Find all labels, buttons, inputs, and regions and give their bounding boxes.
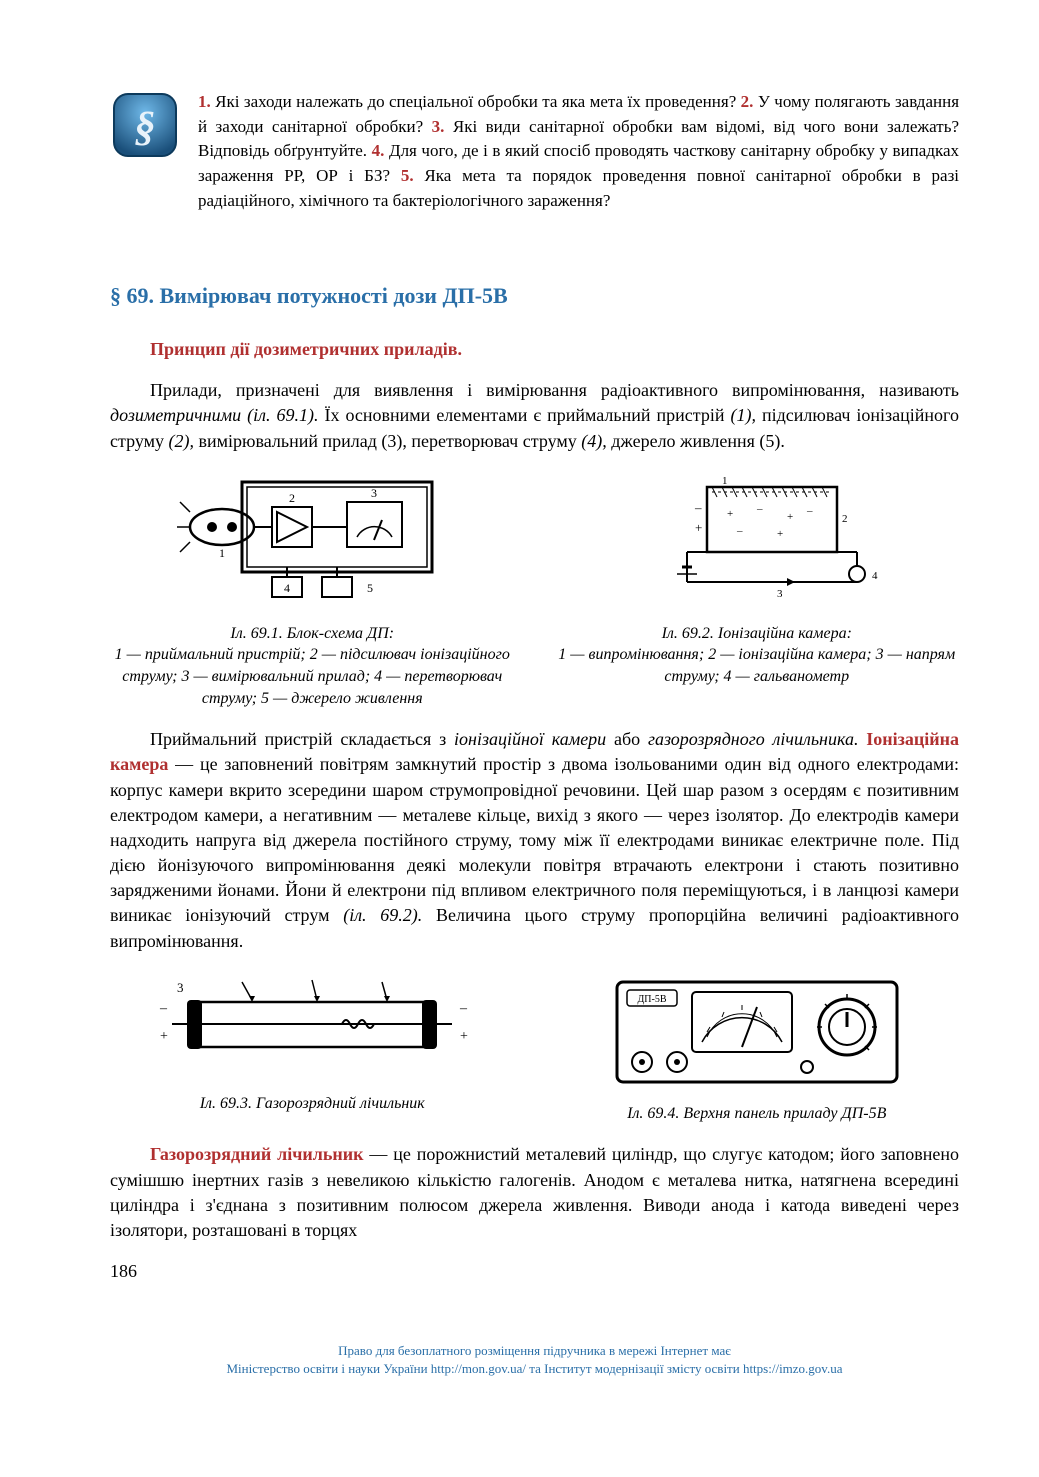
fig2-title: Іл. 69.2. Іонізаційна камера: <box>662 625 852 642</box>
p2-a: Приймальний пристрій складається з <box>150 729 454 749</box>
p1-a: Прилади, призначені для виявлення і вимі… <box>150 380 959 400</box>
svg-text:1: 1 <box>219 546 225 560</box>
svg-text:+: + <box>460 1029 468 1044</box>
svg-text:4: 4 <box>872 570 878 582</box>
fig1-caption: Іл. 69.1. Блок-схема ДП: 1 — приймальний… <box>110 623 515 709</box>
footer: Право для безоплатного розміщення підруч… <box>110 1342 959 1378</box>
svg-text:+: + <box>787 511 793 523</box>
questions-block: § 1. Які заходи належать до спеціальної … <box>110 90 959 213</box>
svg-text:–: – <box>736 525 743 537</box>
q-num-3: 3. <box>432 117 445 136</box>
svg-text:–: – <box>459 1001 468 1016</box>
fig2-caption: Іл. 69.2. Іонізаційна камера: 1 — випром… <box>555 623 960 688</box>
svg-text:3: 3 <box>371 486 377 500</box>
p1-i2: (1), <box>731 405 757 425</box>
diagram-69-1: 1 2 3 4 5 <box>172 472 452 617</box>
page-number: 186 <box>110 1261 959 1282</box>
p2-i1: іонізаційної камери <box>454 729 606 749</box>
paragraph-2: Приймальний пристрій складається з іоніз… <box>110 727 959 954</box>
p2-i2: газорозрядного лічиль­ника. <box>648 729 858 749</box>
svg-text:–: – <box>756 503 763 515</box>
footer-line-1: Право для безоплатного розміщення підруч… <box>338 1343 731 1358</box>
svg-text:+: + <box>160 1029 168 1044</box>
svg-text:3: 3 <box>177 980 184 995</box>
page: § 1. Які заходи належать до спеціальної … <box>0 0 1039 1419</box>
p1-i4: (4), <box>581 431 607 451</box>
svg-text:1: 1 <box>722 475 728 487</box>
svg-text:+: + <box>695 520 702 535</box>
svg-text:§: § <box>135 104 156 150</box>
fig1-lines: 1 — приймальний пристрій; 2 — підсилювач… <box>115 646 510 706</box>
figure-69-1: 1 2 3 4 5 <box>110 472 515 709</box>
paragraph-icon: § <box>110 90 180 160</box>
paragraph-3: Газорозрядний лічильник — це порожнистий… <box>110 1142 959 1243</box>
subheading-1: Принцип дії дозиметричних приладів. <box>150 339 959 360</box>
p1-e: джерело живлення (5). <box>607 431 785 451</box>
svg-text:4: 4 <box>284 581 290 595</box>
q-num-4: 4. <box>372 141 385 160</box>
q-num-1: 1. <box>198 92 211 111</box>
svg-text:–: – <box>806 505 813 517</box>
p1-b: Їх основними елементами є приймальний пр… <box>318 405 730 425</box>
p1-i3: (2), <box>169 431 195 451</box>
p1-d: вимірювальний прилад (3), перетво­рювач … <box>194 431 581 451</box>
svg-text:2: 2 <box>842 513 848 525</box>
footer-line-2: Міністерство освіти і науки України http… <box>226 1361 842 1376</box>
figures-row-2: – + – + 3 Іл. 69.3. Газорозрядний лічиль… <box>110 972 959 1125</box>
q-num-5: 5. <box>401 166 414 185</box>
svg-text:+: + <box>777 528 783 540</box>
svg-text:+: + <box>727 508 733 520</box>
fig4-caption: Іл. 69.4. Верхня панель приладу ДП-5В <box>555 1103 960 1125</box>
svg-text:ДП-5В: ДП-5В <box>637 994 666 1005</box>
fig3-caption: Іл. 69.3. Газорозрядний лічильник <box>110 1093 515 1115</box>
p2-b: або <box>606 729 648 749</box>
p1-i1: дозиметричними (іл. 69.1). <box>110 405 318 425</box>
svg-text:–: – <box>694 500 702 515</box>
figure-69-4: ДП-5В <box>555 972 960 1125</box>
svg-text:–: – <box>159 1001 168 1016</box>
p2-d: — це заповнений повітрям замкнутий прост… <box>110 754 959 925</box>
section-title: § 69. Вимірювач потужності дози ДП-5В <box>110 283 959 309</box>
questions-text: 1. Які заходи належать до спеціальної об… <box>198 90 959 213</box>
diagram-69-3: – + – + 3 <box>142 972 482 1087</box>
diagram-69-4: ДП-5В <box>607 972 907 1097</box>
fig2-lines: 1 — випромінювання; 2 — іонізаційна каме… <box>558 646 955 685</box>
p2-i3: (іл. 69.2). <box>343 905 422 925</box>
paragraph-1: Прилади, призначені для виявлення і вимі… <box>110 378 959 454</box>
fig1-title: Іл. 69.1. Блок-схема ДП: <box>230 625 394 642</box>
q-text-1: Які заходи належать до спеціальної оброб… <box>215 92 736 111</box>
figures-row-1: 1 2 3 4 5 <box>110 472 959 709</box>
figure-69-2: +– +– –+ – + 1 2 4 <box>555 472 960 709</box>
p3-term: Газорозрядний лічильник <box>150 1144 363 1164</box>
svg-text:3: 3 <box>777 588 783 600</box>
figure-69-3: – + – + 3 Іл. 69.3. Газорозрядний лічиль… <box>110 972 515 1125</box>
q-num-2: 2. <box>741 92 754 111</box>
diagram-69-2: +– +– –+ – + 1 2 4 <box>627 472 887 617</box>
svg-text:5: 5 <box>367 581 373 595</box>
svg-text:2: 2 <box>289 491 295 505</box>
